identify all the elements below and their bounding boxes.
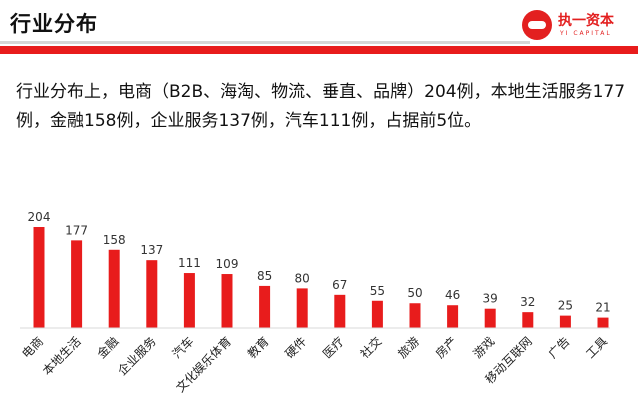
data-label-14: 25 — [558, 299, 573, 313]
category-label-2: 金融 — [94, 334, 122, 362]
category-label-9: 社交 — [357, 334, 385, 362]
bar-9 — [371, 300, 383, 328]
data-label-13: 32 — [520, 295, 535, 309]
data-label-2: 158 — [103, 233, 126, 247]
bar-8 — [334, 294, 346, 328]
bar-11 — [447, 305, 459, 328]
logo-subtext: YI CAPITAL — [560, 30, 612, 37]
category-label-6: 教育 — [244, 334, 272, 362]
bar-1 — [71, 240, 83, 328]
data-label-9: 55 — [370, 284, 385, 298]
category-label-4: 汽车 — [169, 334, 197, 362]
category-label-12: 游戏 — [470, 334, 497, 361]
category-label-14: 广告 — [546, 334, 573, 361]
category-label-11: 房产 — [432, 334, 460, 362]
data-label-1: 177 — [65, 223, 88, 237]
bar-2 — [108, 249, 120, 328]
data-label-3: 137 — [140, 243, 163, 257]
data-label-4: 111 — [178, 256, 201, 270]
data-label-11: 46 — [445, 288, 460, 302]
logo-icon — [522, 10, 552, 40]
data-label-12: 39 — [483, 292, 498, 306]
category-label-1: 本地生活 — [40, 334, 84, 378]
bar-13 — [522, 312, 534, 328]
data-label-7: 80 — [295, 271, 310, 285]
category-label-15: 工具 — [583, 334, 610, 361]
data-label-15: 21 — [595, 301, 610, 315]
bars-group: 204电商177本地生活158金融137企业服务111汽车109文化娱乐体育85… — [19, 210, 611, 395]
category-label-8: 医疗 — [320, 334, 347, 361]
summary-text: 行业分布上，电商（B2B、海淘、物流、垂直、品牌）204例，本地生活服务177例… — [16, 82, 626, 131]
data-label-6: 85 — [257, 269, 272, 283]
data-label-10: 50 — [407, 286, 422, 300]
bar-6 — [259, 285, 271, 328]
bar-14 — [559, 315, 571, 328]
bar-12 — [484, 308, 496, 328]
data-label-0: 204 — [28, 210, 51, 224]
bar-0 — [33, 227, 45, 328]
data-label-5: 109 — [216, 257, 239, 271]
industry-bar-chart: 204电商177本地生活158金融137企业服务111汽车109文化娱乐体育85… — [19, 210, 611, 395]
bar-7 — [296, 288, 308, 328]
bar-4 — [183, 273, 195, 328]
bar-15 — [597, 317, 609, 328]
title-underline-gray — [0, 41, 530, 44]
bar-10 — [409, 303, 421, 328]
page-title: 行业分布 — [10, 12, 98, 36]
logo-text: 执一资本 — [558, 13, 614, 29]
category-label-3: 企业服务 — [114, 334, 159, 379]
bar-3 — [146, 260, 158, 328]
category-label-0: 电商 — [19, 334, 47, 362]
category-label-10: 旅游 — [395, 334, 422, 361]
brand-logo: 执一资本 YI CAPITAL — [522, 6, 632, 44]
title-underline — [0, 46, 638, 54]
data-label-8: 67 — [332, 278, 347, 292]
category-label-7: 硬件 — [282, 334, 309, 361]
bar-5 — [221, 274, 233, 328]
